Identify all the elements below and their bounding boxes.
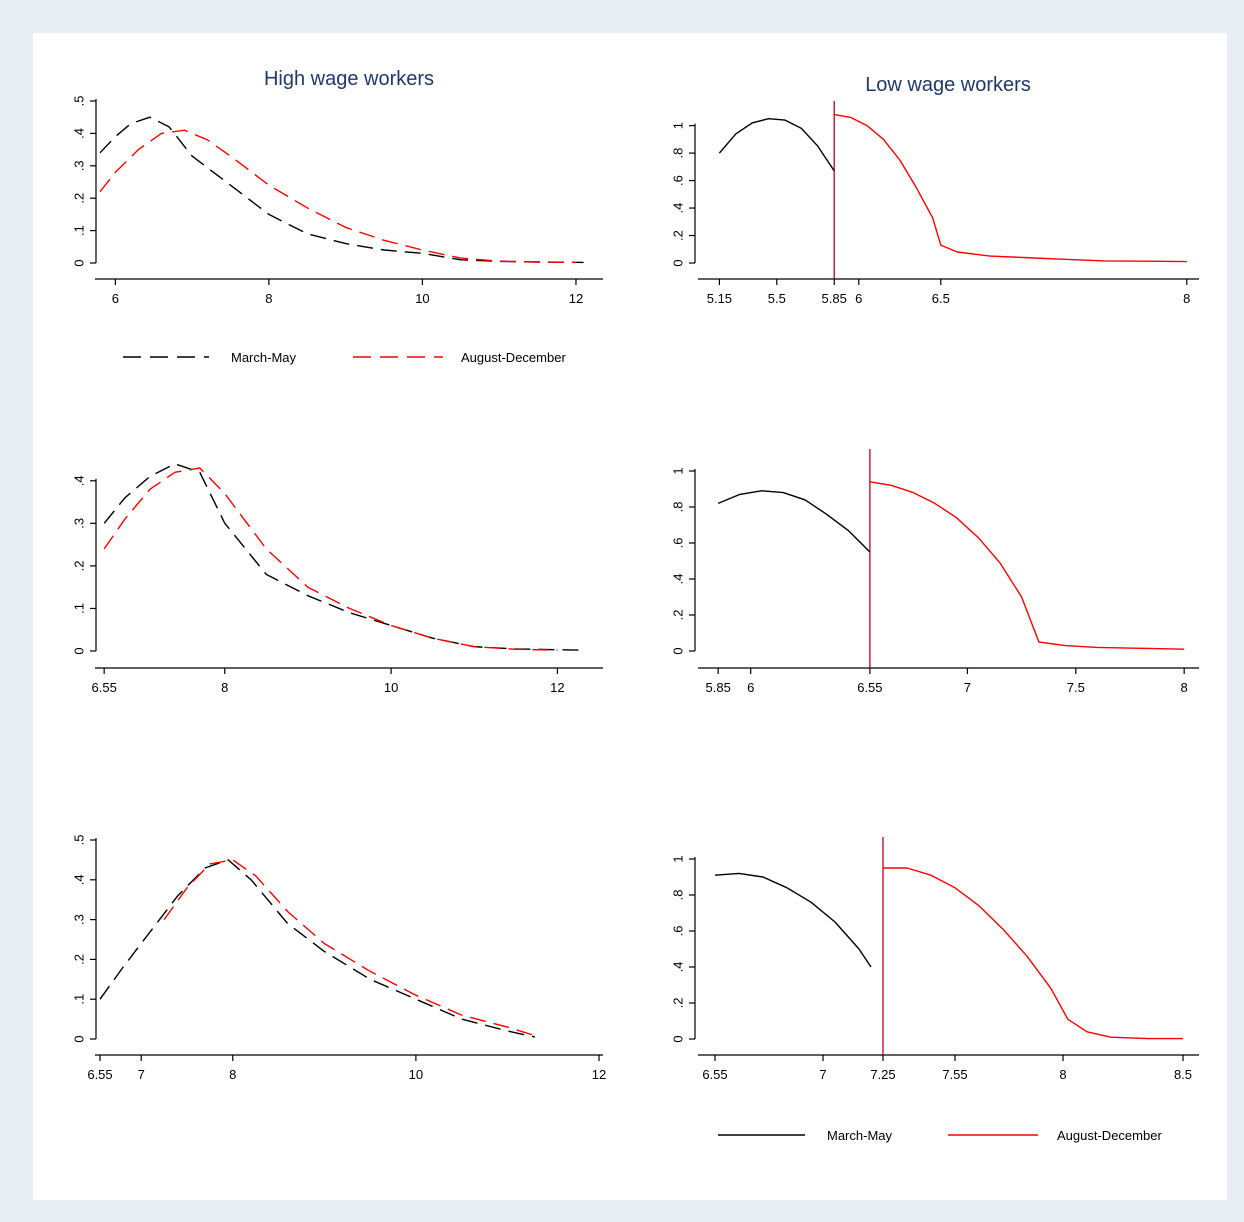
- high-wage-1-x-tick-label: 8: [265, 291, 272, 306]
- low-wage-3-x-tick-label: 6.55: [702, 1067, 727, 1082]
- low-wage-2-x-tick-label: 6.55: [857, 680, 882, 695]
- low-wage-3-series-march-may: [714, 872, 872, 968]
- high-wage-3-y-tick-label: 0: [71, 1035, 86, 1042]
- right-column-title: Low wage workers: [865, 74, 1031, 96]
- low-wage-3-x-tick-label: 8.5: [1174, 1067, 1192, 1082]
- low-wage-2-y-tick-label: .4: [670, 574, 685, 585]
- low-wage-3-x-tick-label: 7.55: [942, 1067, 967, 1082]
- high-wage-3-series-august-december: [163, 859, 540, 1038]
- low-wage-3-series-august-december: [883, 867, 1184, 1040]
- low-wage-1-plot: 0 .2 .4 .6 .8 1 5.15 5.5 5.85 6 6.5 8: [670, 101, 1199, 306]
- high-wage-3-y-tick-label: .3: [71, 914, 86, 925]
- low-wage-1-y-tick-label: .6: [670, 175, 685, 186]
- high-wage-3-y-tick-label: .4: [71, 874, 86, 885]
- low-wage-1-y-tick-label: .8: [670, 148, 685, 159]
- high-wage-2-y-tick-label: 0: [71, 647, 86, 654]
- low-wage-2-y-tick-label: 1: [670, 467, 685, 474]
- low-wage-3-y-tick-label: .6: [670, 926, 685, 937]
- high-wage-1-y-tick-label: .2: [71, 193, 86, 204]
- legend-bottom-label-march-may: March-May: [827, 1128, 893, 1143]
- low-wage-3-y-tick-label: .8: [670, 890, 685, 901]
- high-wage-2-series-august-december: [103, 467, 558, 651]
- low-wage-2-x-tick-label: 7: [964, 680, 971, 695]
- high-wage-1-series-august-december: [99, 129, 577, 264]
- low-wage-2-x-tick-label: 8: [1181, 680, 1188, 695]
- legend-top-label-march-may: March-May: [231, 350, 297, 365]
- left-column-title: High wage workers: [264, 68, 434, 90]
- low-wage-1-x-tick-label: 6.5: [932, 291, 950, 306]
- high-wage-2-x-tick-label: 12: [550, 680, 564, 695]
- low-wage-1-x-tick-label: 5.85: [822, 291, 847, 306]
- low-wage-1-x-tick-label: 5.5: [768, 291, 786, 306]
- low-wage-1-y-tick-label: .4: [670, 203, 685, 214]
- low-wage-2-x-tick-label: 6: [747, 680, 754, 695]
- low-wage-3-plot: 0 .2 .4 .6 .8 1 6.55 7 7.25 7.55 8 8.5: [670, 837, 1199, 1082]
- low-wage-2-series-march-may: [717, 490, 871, 553]
- high-wage-2-x-tick-label: 8: [221, 680, 228, 695]
- low-wage-1-series-march-may: [718, 117, 835, 172]
- high-wage-1-x-tick-label: 12: [569, 291, 583, 306]
- low-wage-2-x-tick-label: 5.85: [706, 680, 731, 695]
- high-wage-2-y-tick-label: .3: [71, 518, 86, 529]
- low-wage-3-y-tick-label: 1: [670, 855, 685, 862]
- high-wage-2-x-tick-label: 10: [384, 680, 398, 695]
- low-wage-2-series-august-december: [869, 481, 1185, 650]
- high-wage-3-series-march-may: [99, 859, 536, 1038]
- high-wage-3-x-tick-label: 8: [229, 1067, 236, 1082]
- low-wage-3-x-tick-label: 7.25: [870, 1067, 895, 1082]
- high-wage-1-y-tick-label: .5: [71, 96, 86, 107]
- high-wage-3-x-tick-label: 7: [138, 1067, 145, 1082]
- high-wage-3-plot: 0 .1 .2 .3 .4 .5 6.55 7 8 10 12: [71, 835, 606, 1082]
- low-wage-2-plot: 0 .2 .4 .6 .8 1 5.85 6 6.55 7 7.5 8: [670, 449, 1199, 695]
- low-wage-2-y-tick-label: .8: [670, 502, 685, 513]
- high-wage-3-y-tick-label: .5: [71, 835, 86, 846]
- high-wage-3-x-tick-label: 6.55: [87, 1067, 112, 1082]
- high-wage-1-y-tick-label: 0: [71, 259, 86, 266]
- low-wage-2-y-tick-label: 0: [670, 647, 685, 654]
- low-wage-3-y-tick-label: .2: [670, 998, 685, 1009]
- low-wage-1-y-tick-label: .2: [670, 230, 685, 241]
- legend-top-label-august-december: August-December: [461, 350, 566, 365]
- low-wage-3-x-tick-label: 7: [819, 1067, 826, 1082]
- low-wage-1-x-tick-label: 8: [1183, 291, 1190, 306]
- low-wage-1-series-august-december: [834, 113, 1187, 263]
- high-wage-1-series-march-may: [99, 116, 584, 264]
- high-wage-2-y-tick-label: .4: [71, 475, 86, 486]
- high-wage-1-y-tick-label: .4: [71, 128, 86, 139]
- low-wage-1-y-tick-label: 1: [670, 122, 685, 129]
- high-wage-3-y-tick-label: .1: [71, 994, 86, 1005]
- legend-bottom-label-august-december: August-December: [1057, 1128, 1162, 1143]
- high-wage-2-y-tick-label: .1: [71, 603, 86, 614]
- high-wage-2-plot: 0 .1 .2 .3 .4 6.55 8 10 12: [71, 463, 603, 695]
- legend-bottom: March-May August-December: [718, 1128, 1162, 1143]
- high-wage-3-x-tick-label: 10: [409, 1067, 423, 1082]
- high-wage-3-y-tick-label: .2: [71, 954, 86, 965]
- low-wage-2-x-tick-label: 7.5: [1067, 680, 1085, 695]
- low-wage-1-y-tick-label: 0: [670, 259, 685, 266]
- low-wage-1-x-tick-label: 6: [855, 291, 862, 306]
- low-wage-2-y-tick-label: .2: [670, 610, 685, 621]
- high-wage-1-plot: 0 .1 .2 .3 .4 .5 6 8 10 12: [71, 96, 603, 306]
- low-wage-1-x-tick-label: 5.15: [707, 291, 732, 306]
- figure-canvas: High wage workers Low wage workers March…: [71, 68, 1199, 1143]
- figure-frame: High wage workers Low wage workers March…: [33, 33, 1227, 1200]
- low-wage-3-y-tick-label: 0: [670, 1035, 685, 1042]
- high-wage-1-x-tick-label: 10: [415, 291, 429, 306]
- high-wage-2-x-tick-label: 6.55: [92, 680, 117, 695]
- high-wage-1-y-tick-label: .3: [71, 160, 86, 171]
- high-wage-1-x-tick-label: 6: [112, 291, 119, 306]
- high-wage-2-y-tick-label: .2: [71, 560, 86, 571]
- high-wage-3-x-tick-label: 12: [592, 1067, 606, 1082]
- low-wage-2-y-tick-label: .6: [670, 538, 685, 549]
- legend-top: March-May August-December: [123, 350, 566, 365]
- high-wage-1-y-tick-label: .1: [71, 225, 86, 236]
- high-wage-2-series-march-may: [103, 463, 583, 651]
- low-wage-3-x-tick-label: 8: [1059, 1067, 1066, 1082]
- low-wage-3-y-tick-label: .4: [670, 962, 685, 973]
